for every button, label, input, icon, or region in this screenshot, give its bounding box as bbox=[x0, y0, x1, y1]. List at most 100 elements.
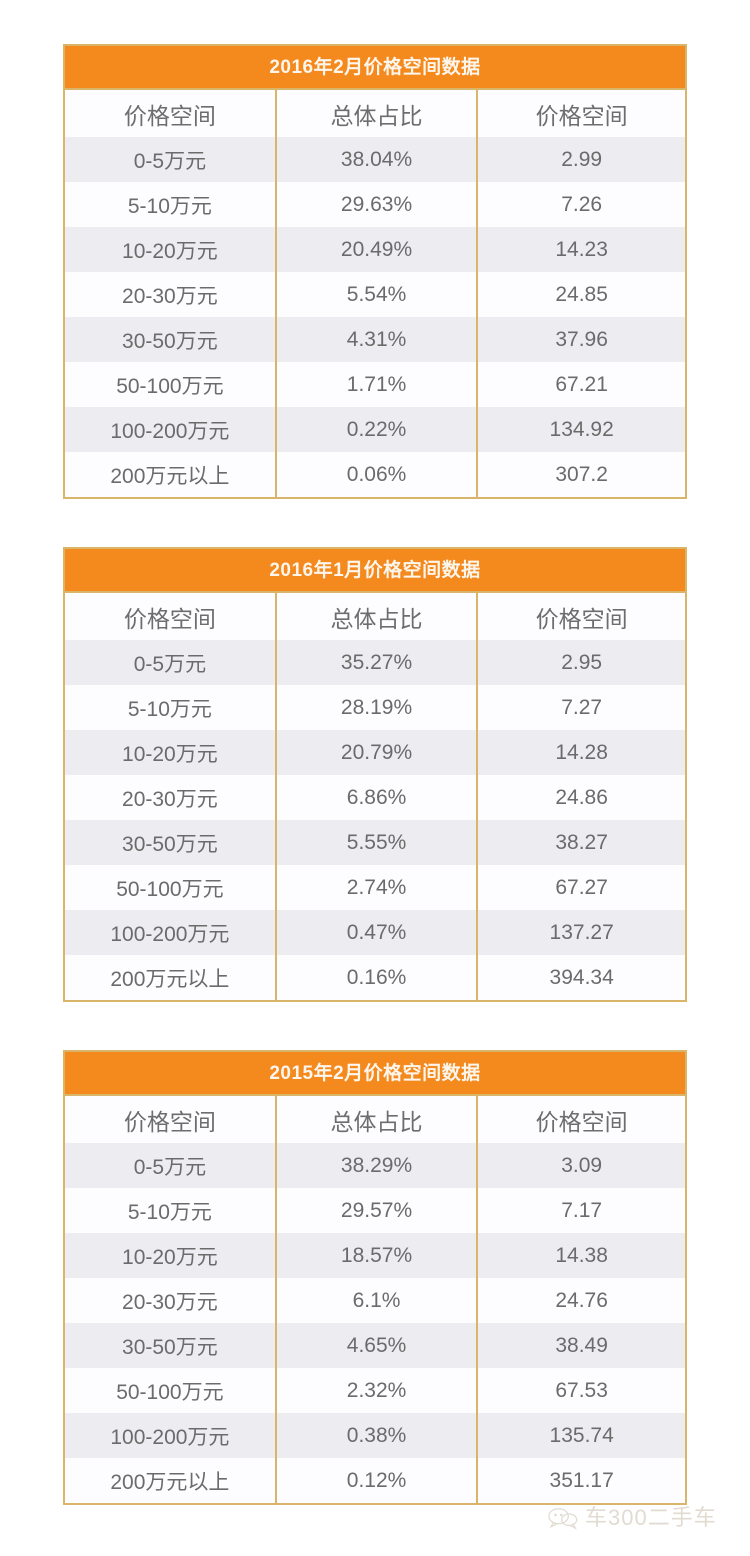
cell-overall-share: 38.29% bbox=[275, 1143, 479, 1188]
table-row: 100-200万元 0.38% 135.74 bbox=[65, 1413, 685, 1458]
price-table: 价格空间 总体占比 价格空间 0-5万元 38.29% 3.09 5-10万元 … bbox=[65, 1096, 685, 1503]
table-row: 10-20万元 18.57% 14.38 bbox=[65, 1233, 685, 1278]
price-table-2016-02: 2016年2月价格空间数据 价格空间 总体占比 价格空间 0-5万元 38.04… bbox=[63, 44, 687, 499]
table-row: 5-10万元 29.57% 7.17 bbox=[65, 1188, 685, 1233]
table-row: 30-50万元 4.31% 37.96 bbox=[65, 317, 685, 362]
table-header-row: 价格空间 总体占比 价格空间 bbox=[65, 90, 685, 137]
cell-price-value: 307.2 bbox=[477, 452, 685, 497]
table-row: 20-30万元 5.54% 24.85 bbox=[65, 272, 685, 317]
cell-price-value: 2.95 bbox=[477, 640, 685, 685]
cell-overall-share: 0.38% bbox=[275, 1413, 479, 1458]
cell-overall-share: 20.49% bbox=[275, 227, 479, 272]
column-header-price-range: 价格空间 bbox=[65, 1096, 277, 1143]
table-row: 200万元以上 0.06% 307.2 bbox=[65, 452, 685, 497]
cell-price-value: 134.92 bbox=[477, 407, 685, 452]
table-row: 10-20万元 20.79% 14.28 bbox=[65, 730, 685, 775]
cell-price-range: 0-5万元 bbox=[65, 137, 277, 182]
wechat-bubbles-icon bbox=[548, 1506, 578, 1530]
cell-price-range: 200万元以上 bbox=[65, 1458, 277, 1503]
cell-price-value: 7.26 bbox=[477, 182, 685, 227]
cell-price-range: 5-10万元 bbox=[65, 685, 277, 730]
cell-price-range: 5-10万元 bbox=[65, 1188, 277, 1233]
watermark-text: 车300二手车 bbox=[585, 1505, 717, 1530]
cell-price-value: 351.17 bbox=[477, 1458, 685, 1503]
cell-overall-share: 6.86% bbox=[275, 775, 479, 820]
cell-price-value: 135.74 bbox=[477, 1413, 685, 1458]
cell-overall-share: 28.19% bbox=[275, 685, 479, 730]
cell-price-range: 10-20万元 bbox=[65, 227, 277, 272]
table-row: 5-10万元 29.63% 7.26 bbox=[65, 182, 685, 227]
cell-price-range: 200万元以上 bbox=[65, 452, 277, 497]
price-table-2015-02: 2015年2月价格空间数据 价格空间 总体占比 价格空间 0-5万元 38.29… bbox=[63, 1050, 687, 1505]
cell-price-value: 38.27 bbox=[477, 820, 685, 865]
cell-overall-share: 0.12% bbox=[275, 1458, 479, 1503]
cell-price-range: 20-30万元 bbox=[65, 1278, 277, 1323]
column-header-price-range: 价格空间 bbox=[65, 593, 277, 640]
cell-price-range: 100-200万元 bbox=[65, 407, 277, 452]
column-header-price-value: 价格空间 bbox=[477, 90, 685, 137]
price-table: 价格空间 总体占比 价格空间 0-5万元 35.27% 2.95 5-10万元 … bbox=[65, 593, 685, 1000]
cell-overall-share: 35.27% bbox=[275, 640, 479, 685]
table-row: 10-20万元 20.49% 14.23 bbox=[65, 227, 685, 272]
table-title: 2016年1月价格空间数据 bbox=[65, 549, 685, 593]
table-row: 50-100万元 1.71% 67.21 bbox=[65, 362, 685, 407]
cell-overall-share: 38.04% bbox=[275, 137, 479, 182]
cell-price-value: 24.76 bbox=[477, 1278, 685, 1323]
cell-price-value: 67.21 bbox=[477, 362, 685, 407]
cell-overall-share: 2.32% bbox=[275, 1368, 479, 1413]
cell-overall-share: 0.22% bbox=[275, 407, 479, 452]
cell-overall-share: 18.57% bbox=[275, 1233, 479, 1278]
cell-price-range: 20-30万元 bbox=[65, 775, 277, 820]
cell-price-range: 20-30万元 bbox=[65, 272, 277, 317]
cell-price-range: 5-10万元 bbox=[65, 182, 277, 227]
table-header-row: 价格空间 总体占比 价格空间 bbox=[65, 593, 685, 640]
cell-price-value: 7.17 bbox=[477, 1188, 685, 1233]
table-row: 20-30万元 6.86% 24.86 bbox=[65, 775, 685, 820]
cell-overall-share: 4.65% bbox=[275, 1323, 479, 1368]
cell-price-value: 394.34 bbox=[477, 955, 685, 1000]
cell-price-range: 50-100万元 bbox=[65, 1368, 277, 1413]
cell-price-value: 3.09 bbox=[477, 1143, 685, 1188]
cell-overall-share: 4.31% bbox=[275, 317, 479, 362]
table-row: 5-10万元 28.19% 7.27 bbox=[65, 685, 685, 730]
cell-overall-share: 29.63% bbox=[275, 182, 479, 227]
cell-price-range: 30-50万元 bbox=[65, 1323, 277, 1368]
cell-price-range: 10-20万元 bbox=[65, 1233, 277, 1278]
cell-overall-share: 29.57% bbox=[275, 1188, 479, 1233]
table-header-row: 价格空间 总体占比 价格空间 bbox=[65, 1096, 685, 1143]
price-table: 价格空间 总体占比 价格空间 0-5万元 38.04% 2.99 5-10万元 … bbox=[65, 90, 685, 497]
cell-price-range: 30-50万元 bbox=[65, 820, 277, 865]
cell-price-range: 200万元以上 bbox=[65, 955, 277, 1000]
table-title: 2015年2月价格空间数据 bbox=[65, 1052, 685, 1096]
table-row: 0-5万元 35.27% 2.95 bbox=[65, 640, 685, 685]
cell-price-value: 38.49 bbox=[477, 1323, 685, 1368]
price-table-2016-01: 2016年1月价格空间数据 价格空间 总体占比 价格空间 0-5万元 35.27… bbox=[63, 547, 687, 1002]
cell-price-value: 7.27 bbox=[477, 685, 685, 730]
cell-price-value: 37.96 bbox=[477, 317, 685, 362]
cell-price-range: 100-200万元 bbox=[65, 1413, 277, 1458]
column-header-overall-share: 总体占比 bbox=[275, 1096, 479, 1143]
cell-price-value: 14.28 bbox=[477, 730, 685, 775]
table-row: 100-200万元 0.22% 134.92 bbox=[65, 407, 685, 452]
cell-price-value: 24.85 bbox=[477, 272, 685, 317]
cell-price-value: 2.99 bbox=[477, 137, 685, 182]
cell-price-range: 50-100万元 bbox=[65, 865, 277, 910]
cell-price-value: 137.27 bbox=[477, 910, 685, 955]
table-row: 200万元以上 0.12% 351.17 bbox=[65, 1458, 685, 1503]
cell-overall-share: 5.55% bbox=[275, 820, 479, 865]
cell-overall-share: 6.1% bbox=[275, 1278, 479, 1323]
cell-price-value: 67.53 bbox=[477, 1368, 685, 1413]
table-title: 2016年2月价格空间数据 bbox=[65, 46, 685, 90]
cell-price-value: 14.38 bbox=[477, 1233, 685, 1278]
cell-price-range: 100-200万元 bbox=[65, 910, 277, 955]
cell-price-value: 14.23 bbox=[477, 227, 685, 272]
table-row: 0-5万元 38.04% 2.99 bbox=[65, 137, 685, 182]
column-header-price-range: 价格空间 bbox=[65, 90, 277, 137]
cell-price-range: 50-100万元 bbox=[65, 362, 277, 407]
cell-price-range: 0-5万元 bbox=[65, 640, 277, 685]
cell-overall-share: 0.16% bbox=[275, 955, 479, 1000]
table-row: 30-50万元 5.55% 38.27 bbox=[65, 820, 685, 865]
table-row: 0-5万元 38.29% 3.09 bbox=[65, 1143, 685, 1188]
table-row: 50-100万元 2.32% 67.53 bbox=[65, 1368, 685, 1413]
column-header-overall-share: 总体占比 bbox=[275, 90, 479, 137]
